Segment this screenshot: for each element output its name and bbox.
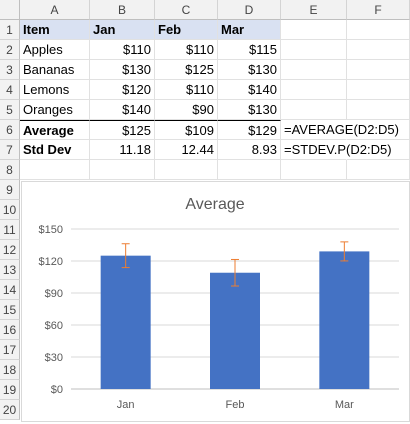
row-header-4[interactable]: 4 (0, 80, 20, 100)
column-header-d[interactable]: D (218, 0, 281, 20)
chart-title[interactable]: Average (185, 196, 244, 213)
cell-b2[interactable]: $110 (90, 40, 155, 60)
cell-c1[interactable]: Feb (155, 20, 218, 40)
cell-d2[interactable]: $115 (218, 40, 281, 60)
row-header-13[interactable]: 13 (0, 260, 20, 280)
x-axis: Jan Feb Mar (117, 399, 354, 411)
cell-d6[interactable]: $129 (218, 120, 281, 140)
x-tick-label: Jan (117, 399, 135, 411)
bar-feb[interactable] (210, 272, 260, 389)
column-header-c[interactable]: C (155, 0, 218, 20)
row-header-11[interactable]: 11 (0, 220, 20, 240)
row-header-6[interactable]: 6 (0, 120, 20, 140)
cell-a1[interactable]: Item (20, 20, 90, 40)
cell-f3[interactable] (347, 60, 410, 80)
cell-b7[interactable]: 11.18 (90, 140, 155, 160)
row-header-7[interactable]: 7 (0, 140, 20, 160)
cell-e8[interactable] (281, 160, 347, 180)
cell-e7-stddev-formula[interactable]: =STDEV.P(D2:D5) (281, 140, 392, 160)
cell-e1[interactable] (281, 20, 347, 40)
row-header-19[interactable]: 19 (0, 380, 20, 400)
row-header-14[interactable]: 14 (0, 280, 20, 300)
cell-b1[interactable]: Jan (90, 20, 155, 40)
cell-f2[interactable] (347, 40, 410, 60)
cell-e6-average-formula[interactable]: =AVERAGE(D2:D5) (281, 120, 399, 140)
chart-area[interactable]: Average $0 $30 $60 $90 $120 $150 Jan Feb Mar (21, 181, 410, 422)
cell-c5[interactable]: $90 (155, 100, 218, 120)
row-header-9[interactable]: 9 (0, 180, 20, 200)
cell-c4[interactable]: $110 (155, 80, 218, 100)
cell-c7[interactable]: 12.44 (155, 140, 218, 160)
row-header-20[interactable]: 20 (0, 400, 20, 420)
cell-f8[interactable] (347, 160, 410, 180)
y-axis: $0 $30 $60 $90 $120 $150 (39, 224, 63, 396)
cell-a5[interactable]: Oranges (20, 100, 90, 120)
y-tick-label: $60 (45, 320, 63, 332)
row-header-17[interactable]: 17 (0, 340, 20, 360)
cell-e5[interactable] (281, 100, 347, 120)
row-header-2[interactable]: 2 (0, 40, 20, 60)
cell-d3[interactable]: $130 (218, 60, 281, 80)
row-header-5[interactable]: 5 (0, 100, 20, 120)
column-header-e[interactable]: E (281, 0, 347, 20)
cell-e2[interactable] (281, 40, 347, 60)
cell-a3[interactable]: Bananas (20, 60, 90, 80)
cell-f7[interactable] (347, 140, 410, 160)
row-header-8[interactable]: 8 (0, 160, 20, 180)
cell-c3[interactable]: $125 (155, 60, 218, 80)
y-tick-label: $0 (51, 384, 63, 396)
row-header-18[interactable]: 18 (0, 360, 20, 380)
y-tick-label: $90 (45, 288, 63, 300)
cell-d1[interactable]: Mar (218, 20, 281, 40)
cell-e3[interactable] (281, 60, 347, 80)
select-all-corner[interactable] (0, 0, 20, 20)
cell-a8[interactable] (20, 160, 90, 180)
cell-b6[interactable]: $125 (90, 120, 155, 140)
cell-a2[interactable]: Apples (20, 40, 90, 60)
cell-b3[interactable]: $130 (90, 60, 155, 80)
cell-c6[interactable]: $109 (155, 120, 218, 140)
cell-a4[interactable]: Lemons (20, 80, 90, 100)
cell-f5[interactable] (347, 100, 410, 120)
column-header-a[interactable]: A (20, 0, 90, 20)
row-header-10[interactable]: 10 (0, 200, 20, 220)
cell-f6[interactable] (347, 120, 410, 140)
row-header-15[interactable]: 15 (0, 300, 20, 320)
y-tick-label: $150 (39, 224, 63, 236)
cell-d5[interactable]: $130 (218, 100, 281, 120)
bars[interactable] (100, 251, 370, 389)
row-header-1[interactable]: 1 (0, 20, 20, 40)
x-tick-label: Feb (226, 399, 245, 411)
average-bar-chart[interactable]: Average $0 $30 $60 $90 $120 $150 Jan Feb Mar (22, 182, 409, 421)
cell-d7[interactable]: 8.93 (218, 140, 281, 160)
cell-e4[interactable] (281, 80, 347, 100)
y-tick-label: $120 (39, 256, 63, 268)
row-header-12[interactable]: 12 (0, 240, 20, 260)
row-header-3[interactable]: 3 (0, 60, 20, 80)
cell-d8[interactable] (218, 160, 281, 180)
row-header-16[interactable]: 16 (0, 320, 20, 340)
column-header-b[interactable]: B (90, 0, 155, 20)
cell-b8[interactable] (90, 160, 155, 180)
column-header-f[interactable]: F (347, 0, 410, 20)
cell-c2[interactable]: $110 (155, 40, 218, 60)
cell-d4[interactable]: $140 (218, 80, 281, 100)
bar-jan[interactable] (100, 255, 151, 389)
y-tick-label: $30 (45, 352, 63, 364)
bar-mar[interactable] (319, 251, 370, 389)
cell-f1[interactable] (347, 20, 410, 40)
error-bars (121, 241, 349, 287)
cell-f4[interactable] (347, 80, 410, 100)
cell-b4[interactable]: $120 (90, 80, 155, 100)
cell-a7-stddev-label[interactable]: Std Dev (20, 140, 90, 160)
cell-a6-average-label[interactable]: Average (20, 120, 90, 140)
cell-b5[interactable]: $140 (90, 100, 155, 120)
x-tick-label: Mar (335, 399, 354, 411)
cell-c8[interactable] (155, 160, 218, 180)
